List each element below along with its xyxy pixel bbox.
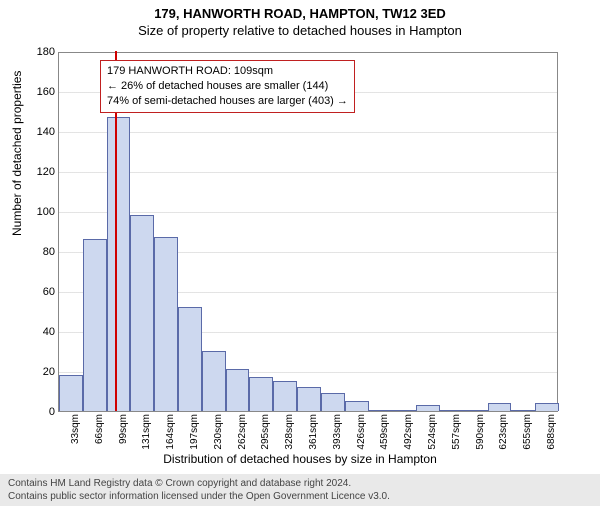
x-tick-label: 33sqm xyxy=(70,414,81,454)
histogram-bar xyxy=(464,410,488,411)
chart-title-desc: Size of property relative to detached ho… xyxy=(0,23,600,38)
histogram-bar xyxy=(488,403,512,411)
x-tick-label: 557sqm xyxy=(451,414,462,454)
histogram-bar xyxy=(249,377,273,411)
x-tick-label: 262sqm xyxy=(237,414,248,454)
y-tick-label: 0 xyxy=(15,406,55,418)
x-axis-label: Distribution of detached houses by size … xyxy=(0,452,600,466)
y-tick-label: 140 xyxy=(15,126,55,138)
histogram-bar xyxy=(83,239,107,411)
y-tick-label: 100 xyxy=(15,206,55,218)
x-tick-label: 66sqm xyxy=(94,414,105,454)
y-tick-label: 180 xyxy=(15,46,55,58)
histogram-bar xyxy=(392,410,416,411)
y-tick-label: 80 xyxy=(15,246,55,258)
histogram-bar xyxy=(59,375,83,411)
x-tick-label: 492sqm xyxy=(403,414,414,454)
y-tick-label: 60 xyxy=(15,286,55,298)
x-tick-label: 524sqm xyxy=(427,414,438,454)
histogram-bar xyxy=(226,369,250,411)
histogram-bar xyxy=(511,410,535,411)
histogram-bar xyxy=(321,393,345,411)
x-tick-label: 590sqm xyxy=(475,414,486,454)
histogram-bar xyxy=(130,215,154,411)
x-tick-label: 99sqm xyxy=(118,414,129,454)
footer-line1: Contains HM Land Registry data © Crown c… xyxy=(8,477,592,490)
annotation-callout: 179 HANWORTH ROAD: 109sqm ← 26% of detac… xyxy=(100,60,355,113)
annotation-line2: ← 26% of detached houses are smaller (14… xyxy=(107,79,348,94)
histogram-bar xyxy=(535,403,559,411)
x-tick-label: 197sqm xyxy=(189,414,200,454)
x-tick-label: 459sqm xyxy=(379,414,390,454)
x-tick-label: 230sqm xyxy=(213,414,224,454)
y-tick-label: 120 xyxy=(15,166,55,178)
footer-line2: Contains public sector information licen… xyxy=(8,490,592,503)
histogram-bar xyxy=(178,307,202,411)
y-tick-label: 20 xyxy=(15,366,55,378)
histogram-bar xyxy=(345,401,369,411)
y-tick-label: 40 xyxy=(15,326,55,338)
x-tick-label: 623sqm xyxy=(498,414,509,454)
histogram-bar xyxy=(107,117,131,411)
x-tick-label: 426sqm xyxy=(356,414,367,454)
histogram-bar xyxy=(273,381,297,411)
x-tick-label: 393sqm xyxy=(332,414,343,454)
x-tick-label: 688sqm xyxy=(546,414,557,454)
histogram-bar xyxy=(297,387,321,411)
histogram-bar xyxy=(369,410,393,411)
x-tick-label: 328sqm xyxy=(284,414,295,454)
annotation-line1: 179 HANWORTH ROAD: 109sqm xyxy=(107,64,348,79)
footer-attribution: Contains HM Land Registry data © Crown c… xyxy=(0,474,600,506)
x-tick-label: 131sqm xyxy=(141,414,152,454)
x-tick-label: 164sqm xyxy=(165,414,176,454)
histogram-bar xyxy=(154,237,178,411)
histogram-bar xyxy=(416,405,440,411)
x-tick-label: 655sqm xyxy=(522,414,533,454)
x-tick-label: 295sqm xyxy=(260,414,271,454)
y-tick-label: 160 xyxy=(15,86,55,98)
histogram-bar xyxy=(202,351,226,411)
x-tick-label: 361sqm xyxy=(308,414,319,454)
annotation-line3: 74% of semi-detached houses are larger (… xyxy=(107,94,348,109)
histogram-bar xyxy=(440,410,464,411)
chart-title-address: 179, HANWORTH ROAD, HAMPTON, TW12 3ED xyxy=(0,6,600,21)
